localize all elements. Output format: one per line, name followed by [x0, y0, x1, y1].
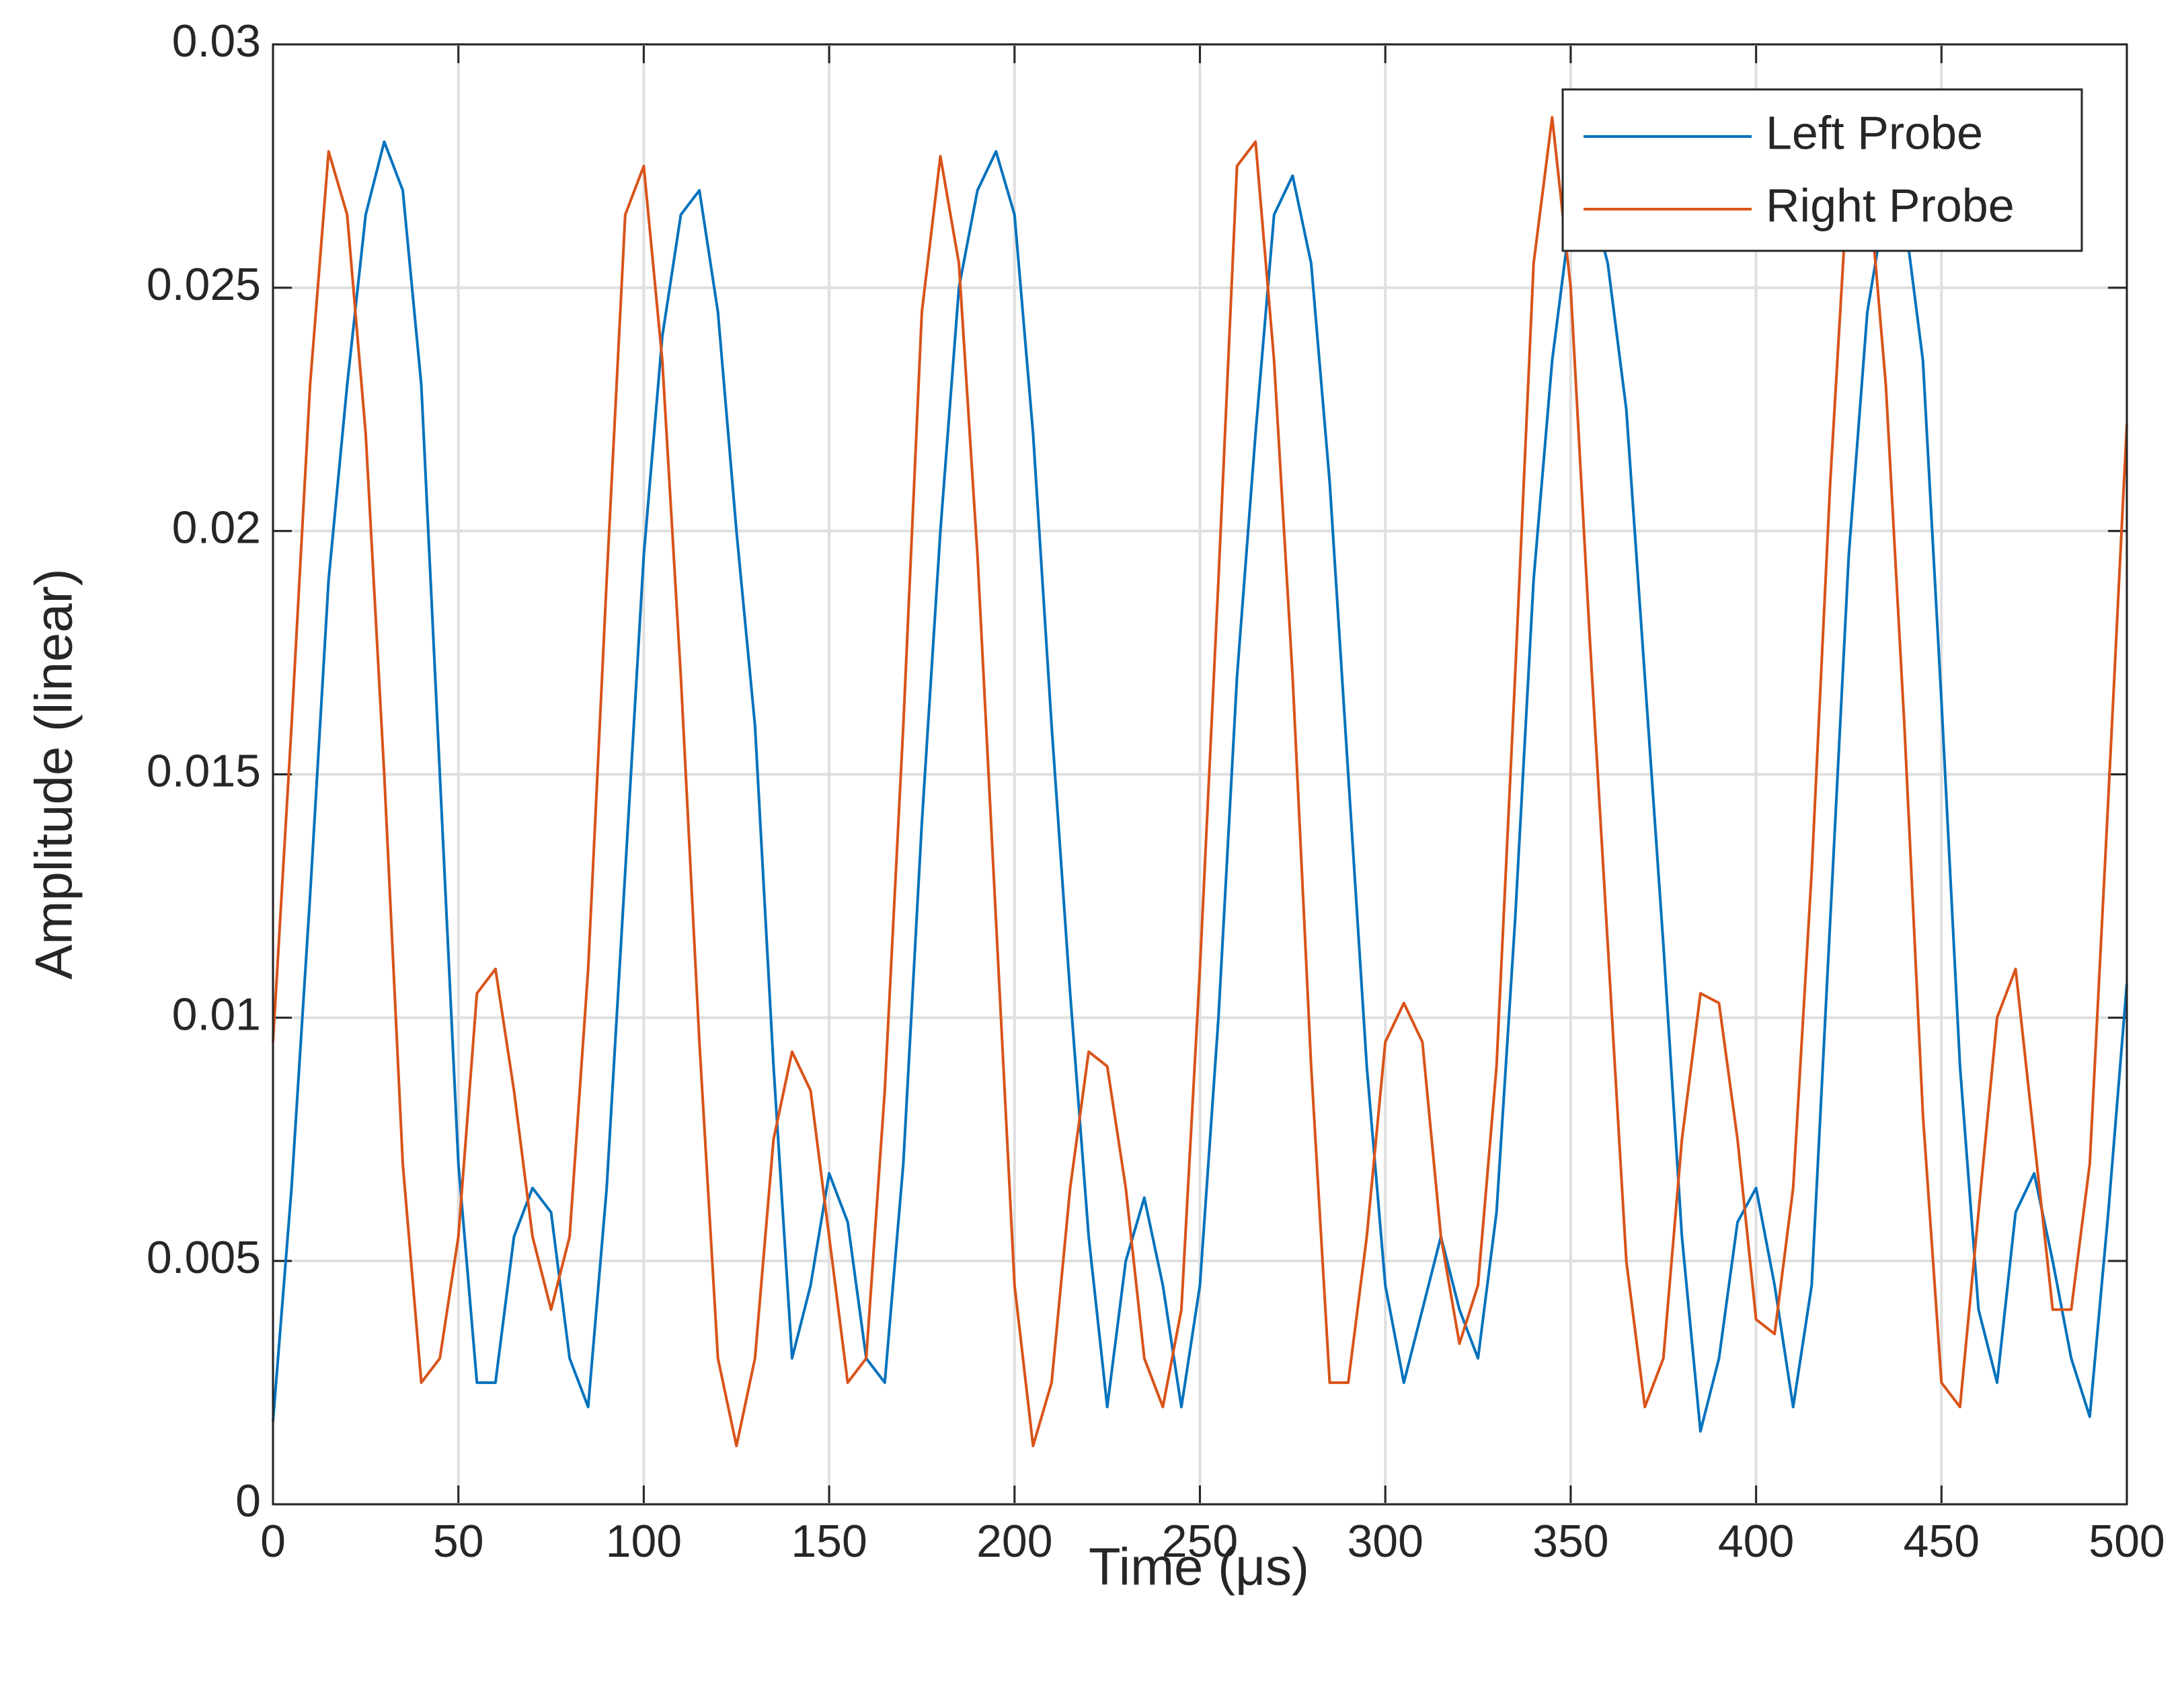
- y-tick-label: 0: [235, 1475, 261, 1526]
- x-tick-label: 400: [1718, 1516, 1794, 1567]
- x-tick-label: 100: [606, 1516, 682, 1567]
- legend-box: [1561, 88, 2083, 252]
- x-tick-label: 50: [433, 1516, 484, 1567]
- data-line: [272, 140, 2128, 1433]
- x-tick-label: 300: [1347, 1516, 1423, 1567]
- x-tick-label: 500: [2089, 1516, 2164, 1567]
- x-tick-label: 150: [791, 1516, 867, 1567]
- x-tick-label: 200: [976, 1516, 1052, 1567]
- x-axis-label: Time (μs): [1089, 1537, 1309, 1596]
- y-tick-label: 0.005: [147, 1232, 261, 1283]
- x-tick-label: 250: [1162, 1516, 1238, 1567]
- y-tick-label: 0.02: [172, 502, 261, 553]
- data-line: [272, 116, 2128, 1448]
- legend-label: Left Probe: [1766, 106, 1983, 159]
- y-tick-label: 0.025: [147, 259, 261, 310]
- legend: Left Probe Right Probe: [1561, 88, 2083, 252]
- y-axis-label: Amplitude (linear): [24, 568, 83, 979]
- x-tick-label: 350: [1532, 1516, 1608, 1567]
- axes-box: [272, 43, 2128, 1506]
- x-tick-label: 0: [260, 1516, 286, 1567]
- y-tick-label: 0.03: [172, 15, 261, 67]
- legend-label: Right Probe: [1766, 179, 2015, 231]
- y-tick-label: 0.01: [172, 989, 261, 1040]
- y-tick-label: 0.015: [147, 745, 261, 796]
- x-tick-label: 450: [1904, 1516, 1980, 1567]
